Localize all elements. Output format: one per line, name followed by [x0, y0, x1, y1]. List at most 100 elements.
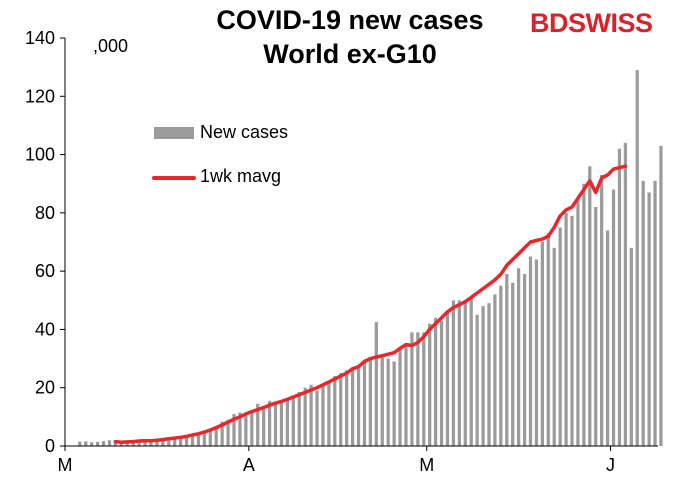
- bar: [125, 441, 129, 446]
- bar: [196, 432, 201, 446]
- bar: [339, 373, 343, 446]
- bar: [167, 438, 171, 446]
- bar: [291, 396, 295, 446]
- bar: [398, 349, 402, 446]
- bar: [552, 247, 556, 446]
- bar-series: [78, 70, 663, 447]
- bar: [143, 441, 147, 446]
- bar: [451, 300, 456, 446]
- bar: [653, 180, 657, 447]
- x-tick-label: M: [58, 455, 73, 475]
- bar: [350, 367, 355, 446]
- bar: [380, 355, 384, 446]
- bar: [641, 180, 645, 447]
- y-tick-label: 140: [25, 28, 55, 48]
- bar: [588, 166, 592, 446]
- bar: [303, 387, 307, 446]
- bar: [570, 215, 574, 446]
- bar: [546, 233, 550, 446]
- bar: [647, 192, 651, 446]
- bar: [481, 306, 485, 446]
- bar: [386, 358, 390, 446]
- bar: [226, 419, 230, 446]
- bar: [232, 413, 236, 446]
- bar: [368, 358, 373, 446]
- bar: [137, 442, 141, 446]
- bar: [184, 435, 189, 446]
- bar: [250, 411, 254, 446]
- mavg-line: [113, 164, 628, 444]
- bar: [416, 332, 420, 446]
- bar: [463, 300, 467, 446]
- bar: [600, 174, 604, 446]
- bar: [244, 413, 248, 446]
- bar: [605, 230, 610, 446]
- bar: [279, 402, 284, 446]
- legend-label-new-cases: New cases: [200, 122, 289, 142]
- bar: [469, 297, 473, 446]
- bar: [374, 322, 378, 446]
- bar: [558, 227, 562, 446]
- bar: [576, 198, 580, 446]
- chart-title-line1: COVID-19 new cases: [216, 5, 484, 35]
- bar: [179, 436, 183, 446]
- bar: [517, 268, 521, 446]
- legend-swatch-mavg: [152, 176, 196, 180]
- bar: [220, 421, 224, 446]
- bar: [107, 440, 112, 446]
- bar: [345, 370, 349, 446]
- bar: [623, 142, 628, 446]
- bar: [321, 384, 325, 446]
- bar: [528, 256, 533, 446]
- bar: [404, 344, 408, 446]
- chart-title-line2: World ex-G10: [263, 39, 437, 69]
- bar: [149, 440, 153, 446]
- bar: [202, 431, 206, 446]
- bar: [90, 442, 94, 446]
- y-tick-label: 0: [45, 436, 55, 456]
- legend-swatch-new-cases: [154, 127, 194, 139]
- bar: [327, 381, 331, 446]
- bar: [511, 282, 515, 446]
- y-tick-label: 60: [35, 261, 55, 281]
- bar: [356, 365, 361, 446]
- bar: [457, 300, 461, 446]
- bar: [84, 441, 88, 446]
- bar: [315, 390, 319, 446]
- y-tick-label: 80: [35, 203, 55, 223]
- bar: [333, 376, 337, 446]
- unit-label: ,000: [93, 36, 129, 56]
- bar: [522, 274, 527, 446]
- bar: [173, 437, 177, 446]
- bar: [101, 441, 106, 446]
- bar: [95, 441, 100, 446]
- bar: [285, 399, 290, 446]
- brand-logo-bd: BD: [530, 8, 569, 38]
- bar: [238, 412, 242, 446]
- bar: [629, 247, 633, 446]
- bar: [273, 403, 278, 446]
- bar: [131, 441, 135, 446]
- bar: [540, 242, 544, 446]
- bar: [410, 332, 414, 446]
- bar: [475, 314, 479, 446]
- bar: [433, 317, 438, 446]
- y-tick-label: 40: [35, 319, 55, 339]
- bar: [262, 406, 266, 446]
- y-axis: 0 20 40 60 80 100 120 140: [25, 28, 66, 456]
- y-tick-label: 20: [35, 378, 55, 398]
- bar: [161, 439, 165, 446]
- bar: [214, 426, 218, 446]
- bar: [564, 212, 568, 446]
- bar: [594, 207, 598, 446]
- bar: [439, 320, 444, 446]
- bar: [659, 145, 663, 447]
- y-tick-label: 120: [25, 86, 55, 106]
- bar: [611, 189, 616, 447]
- bar: [445, 311, 450, 446]
- y-tick-label: 100: [25, 145, 55, 165]
- bar: [392, 361, 396, 446]
- bar: [582, 183, 586, 446]
- bar: [499, 285, 503, 446]
- x-tick-label: M: [419, 455, 434, 475]
